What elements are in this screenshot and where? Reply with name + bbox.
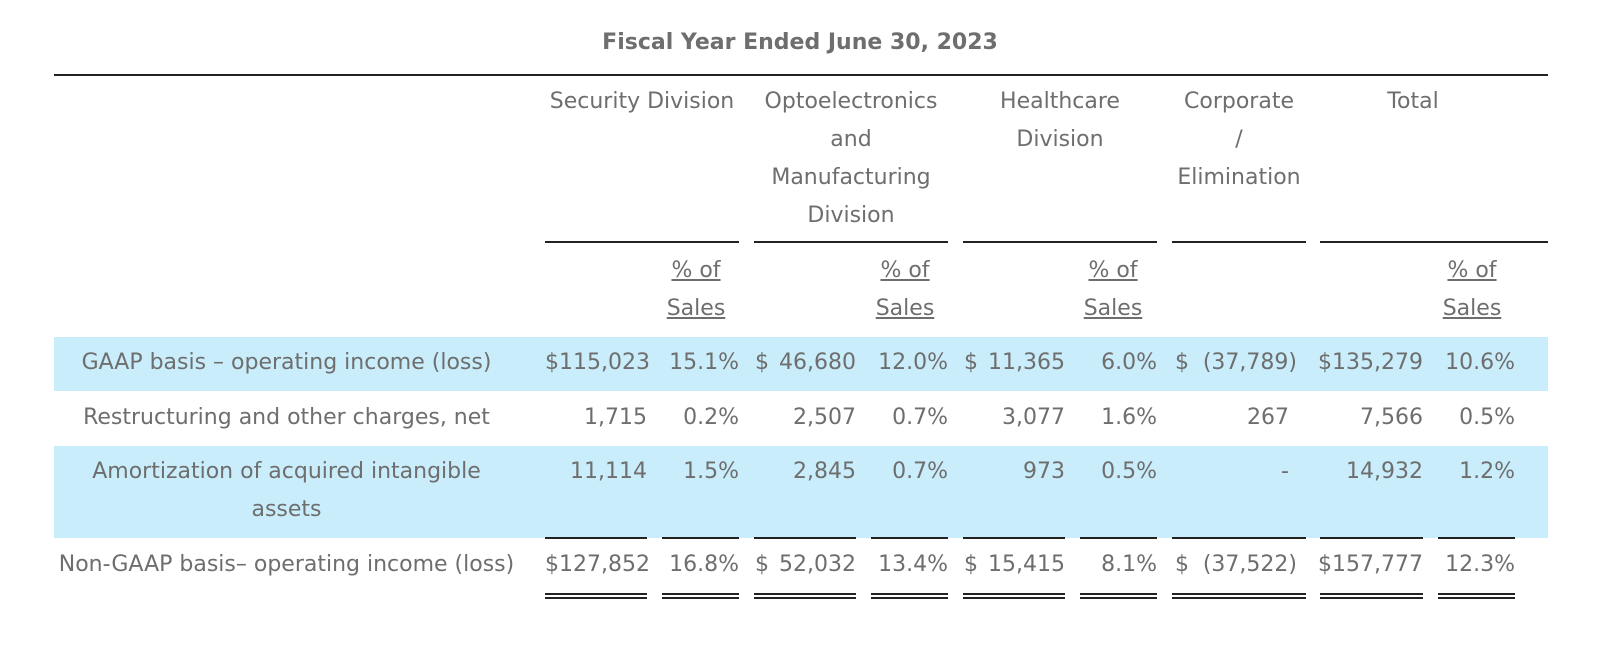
total-double-rule — [1438, 593, 1515, 599]
col-header-healthcare: Healthcare Division — [1000, 89, 1120, 152]
cell-security-pct: 16.8% — [669, 552, 739, 577]
total-double-rule — [754, 593, 856, 599]
cell-total-amount: $135,279 — [1318, 350, 1423, 375]
cell-healthcare-amount: 973 — [1023, 459, 1065, 484]
cell-security-amount: 1,715 — [584, 405, 647, 430]
header-rule-opto — [754, 241, 948, 243]
subtotal-rule — [1080, 537, 1157, 539]
cell-opto-pct: 0.7% — [892, 459, 948, 484]
cell-opto-amount: 2,507 — [793, 405, 856, 430]
cell-total-pct: 1.2% — [1459, 459, 1515, 484]
total-double-rule — [963, 593, 1065, 599]
col-header-opto: Optoelectronics and Manufacturing Divisi… — [764, 89, 938, 228]
col-header-corporate: Corporate / Elimination — [1177, 89, 1301, 190]
cell-opto-pct: 12.0% — [878, 350, 948, 375]
pct-header-total: % of Sales — [1442, 258, 1502, 321]
cell-total-amount: $157,777 — [1318, 552, 1423, 577]
cell-healthcare-currency: $ — [964, 552, 978, 577]
header-rule-healthcare — [963, 241, 1157, 243]
total-double-rule — [545, 593, 647, 599]
cell-total-pct: 0.5% — [1459, 405, 1515, 430]
cell-security-pct: 0.2% — [683, 405, 739, 430]
total-double-rule — [1172, 593, 1306, 599]
total-double-rule — [871, 593, 948, 599]
cell-opto-pct: 13.4% — [878, 552, 948, 577]
header-rule-total — [1320, 241, 1548, 243]
table-title: Fiscal Year Ended June 30, 2023 — [602, 30, 998, 55]
cell-healthcare-pct: 6.0% — [1101, 350, 1157, 375]
cell-corporate-amount: (37,522) — [1202, 552, 1297, 577]
cell-opto-pct: 0.7% — [892, 405, 948, 430]
pct-header-healthcare: % of Sales — [1083, 258, 1143, 321]
cell-healthcare-pct: 1.6% — [1101, 405, 1157, 430]
cell-security-pct: 15.1% — [669, 350, 739, 375]
row-label: Restructuring and other charges, net — [83, 405, 490, 430]
total-double-rule — [1080, 593, 1157, 599]
row-band-gaap — [54, 337, 1548, 391]
col-header-total: Total — [1387, 89, 1439, 114]
total-double-rule — [662, 593, 739, 599]
cell-opto-amount: 52,032 — [779, 552, 856, 577]
header-rule-security — [545, 241, 739, 243]
title-rule — [54, 74, 1548, 76]
row-label: Non-GAAP basis– operating income (loss) — [58, 552, 515, 577]
cell-corporate-currency: $ — [1175, 552, 1189, 577]
cell-security-amount: 11,114 — [570, 459, 647, 484]
total-double-rule — [1320, 593, 1423, 599]
subtotal-rule — [754, 537, 856, 539]
cell-total-pct: 10.6% — [1445, 350, 1515, 375]
subtotal-rule — [1172, 537, 1306, 539]
cell-healthcare-amount: 3,077 — [1002, 405, 1065, 430]
cell-healthcare-amount: 11,365 — [988, 350, 1065, 375]
cell-opto-currency: $ — [755, 552, 769, 577]
pct-header-opto: % of Sales — [875, 258, 935, 321]
subtotal-rule — [545, 537, 647, 539]
subtotal-rule — [662, 537, 739, 539]
subtotal-rule — [1438, 537, 1515, 539]
row-label: Amortization of acquired intangible asse… — [92, 459, 481, 522]
cell-corporate-currency: $ — [1175, 350, 1189, 375]
cell-corporate-amount: (37,789) — [1202, 350, 1297, 375]
cell-total-pct: 12.3% — [1445, 552, 1515, 577]
row-label: GAAP basis – operating income (loss) — [81, 350, 492, 375]
cell-opto-amount: 2,845 — [793, 459, 856, 484]
col-header-security: Security Division — [549, 89, 735, 114]
cell-corporate-amount: 267 — [1247, 405, 1289, 430]
cell-opto-amount: 46,680 — [779, 350, 856, 375]
subtotal-rule — [963, 537, 1065, 539]
cell-total-amount: 14,932 — [1346, 459, 1423, 484]
subtotal-rule — [871, 537, 948, 539]
cell-healthcare-pct: 8.1% — [1101, 552, 1157, 577]
subtotal-rule — [1320, 537, 1423, 539]
cell-healthcare-pct: 0.5% — [1101, 459, 1157, 484]
row-band-amortization — [54, 446, 1548, 538]
cell-healthcare-amount: 15,415 — [988, 552, 1065, 577]
cell-total-amount: 7,566 — [1360, 405, 1423, 430]
cell-security-amount: $127,852 — [545, 552, 650, 577]
cell-security-pct: 1.5% — [683, 459, 739, 484]
cell-security-amount: $115,023 — [545, 350, 650, 375]
pct-header-security: % of Sales — [666, 258, 726, 321]
cell-opto-currency: $ — [755, 350, 769, 375]
cell-healthcare-currency: $ — [964, 350, 978, 375]
header-rule-corporate — [1172, 241, 1306, 243]
cell-corporate-amount: - — [1281, 459, 1289, 484]
